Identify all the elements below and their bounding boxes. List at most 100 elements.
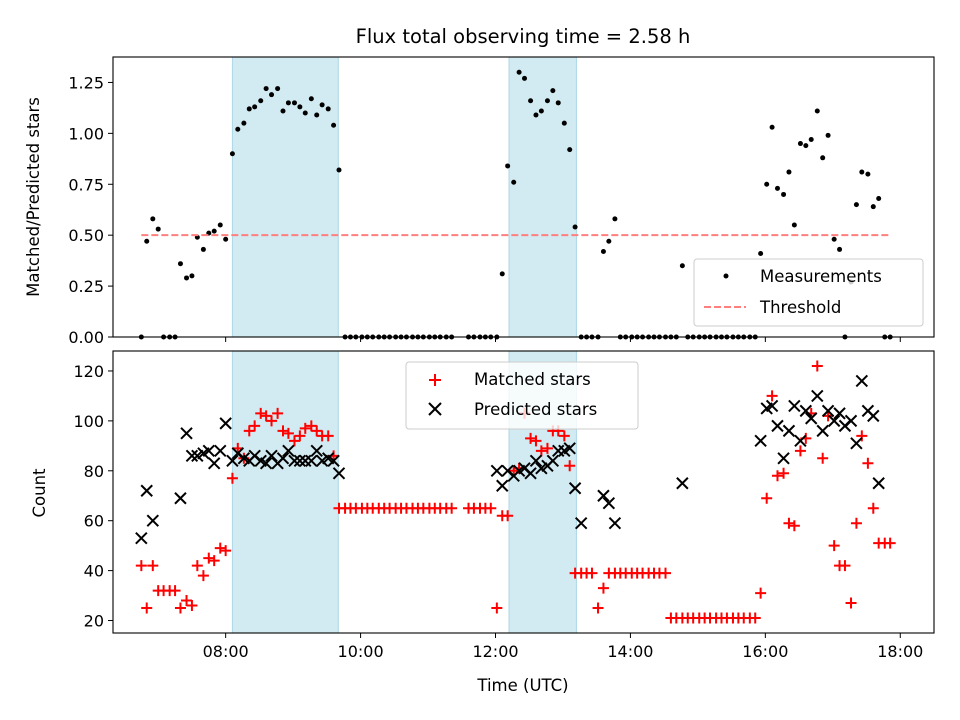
predicted-star-point bbox=[816, 424, 829, 438]
measurement-point bbox=[612, 216, 618, 222]
matched-star-point bbox=[181, 595, 193, 607]
measurement-point bbox=[814, 108, 820, 114]
measurement-point bbox=[297, 104, 303, 110]
bottom-y-tick-label: 100 bbox=[73, 412, 104, 431]
matched-star-point bbox=[788, 520, 800, 532]
predicted-star-point bbox=[293, 454, 307, 468]
legend-threshold-label: Threshold bbox=[759, 298, 841, 317]
matched-star-point bbox=[761, 492, 773, 504]
matched-star-point bbox=[794, 445, 806, 457]
matched-star-point bbox=[828, 540, 840, 552]
measurement-point bbox=[781, 191, 787, 197]
bottom-axes-frame bbox=[112, 350, 935, 634]
measurement-point bbox=[679, 263, 685, 269]
predicted-star-point bbox=[844, 414, 858, 428]
predicted-star-point bbox=[872, 477, 885, 490]
measurement-point bbox=[217, 222, 223, 228]
legend-matched-label: Matched stars bbox=[474, 370, 591, 389]
measurement-point bbox=[150, 216, 156, 222]
matched-star-point bbox=[530, 435, 542, 447]
matched-star-point bbox=[203, 552, 215, 564]
measurement-point bbox=[522, 75, 528, 81]
bottom-y-tick-label: 40 bbox=[84, 562, 104, 581]
matched-star-point bbox=[197, 570, 209, 582]
predicted-star-point bbox=[146, 514, 160, 527]
matched-star-point bbox=[186, 600, 198, 612]
matched-star-point bbox=[592, 602, 604, 614]
measurement-point bbox=[314, 112, 320, 118]
matched-star-point bbox=[856, 430, 868, 442]
matched-star-point bbox=[491, 602, 503, 614]
top-y-tick-label: 1.00 bbox=[68, 124, 104, 143]
measurement-point bbox=[291, 100, 297, 106]
matched-star-point bbox=[208, 555, 220, 567]
predicted-star-point bbox=[821, 404, 835, 418]
measurement-point bbox=[505, 163, 511, 169]
measurement-point bbox=[246, 106, 252, 112]
predicted-star-point bbox=[265, 449, 278, 463]
measurement-point bbox=[144, 238, 150, 244]
predicted-star-point bbox=[765, 399, 779, 413]
measurement-point bbox=[797, 141, 803, 147]
predicted-star-point bbox=[282, 444, 295, 458]
measurement-point bbox=[769, 124, 775, 130]
measurement-point bbox=[200, 246, 206, 252]
predicted-star-point bbox=[676, 477, 689, 490]
top-y-tick-label: 0.00 bbox=[68, 328, 104, 347]
matched-star-point bbox=[839, 560, 851, 572]
matched-star-point bbox=[255, 407, 267, 419]
bottom-y-tick-label: 60 bbox=[84, 512, 104, 531]
predicted-star-point bbox=[174, 492, 187, 505]
measurement-point bbox=[528, 98, 534, 104]
predicted-star-point bbox=[496, 479, 509, 492]
predicted-star-point bbox=[805, 412, 818, 425]
measurement-point bbox=[550, 88, 556, 94]
measurement-point bbox=[870, 204, 876, 210]
measurement-point bbox=[235, 126, 241, 132]
predicted-star-point bbox=[202, 444, 216, 458]
measurement-point bbox=[516, 69, 522, 75]
predicted-star-point bbox=[794, 434, 807, 448]
predicted-star-point bbox=[332, 467, 346, 480]
matched-star-point bbox=[597, 582, 609, 594]
matched-star-point bbox=[299, 422, 311, 434]
predicted-star-point bbox=[207, 457, 221, 470]
measurement-point bbox=[308, 96, 314, 102]
measurement-point bbox=[184, 275, 190, 281]
matched-star-point bbox=[541, 442, 553, 454]
top-panel: 0.00 0.25 0.50 0.75 1.00 1.25 Flux total obse… bbox=[24, 25, 935, 347]
predicted-star-point bbox=[288, 454, 301, 468]
predicted-star-point bbox=[811, 389, 824, 403]
measurement-point bbox=[211, 228, 217, 234]
predicted-star-point bbox=[563, 442, 576, 455]
predicted-star-point bbox=[140, 484, 153, 497]
measurement-point bbox=[275, 86, 281, 92]
matched-star-point bbox=[305, 420, 317, 432]
measurement-point bbox=[229, 151, 235, 157]
matched-star-point bbox=[783, 517, 795, 529]
matched-star-point bbox=[220, 545, 232, 557]
matched-star-point bbox=[485, 502, 497, 514]
predicted-star-point bbox=[327, 454, 340, 468]
predicted-star-point bbox=[276, 452, 290, 465]
measurement-point bbox=[499, 271, 505, 277]
measurement-point bbox=[837, 246, 843, 252]
matched-star-point bbox=[811, 360, 823, 372]
measurement-point bbox=[511, 179, 517, 185]
top-y-tick-label: 0.25 bbox=[68, 277, 104, 296]
top-shaded-region bbox=[231, 56, 339, 338]
measurement-point bbox=[791, 222, 797, 228]
predicted-star-point bbox=[827, 414, 841, 428]
matched-star-point bbox=[322, 430, 334, 442]
measurement-point bbox=[336, 167, 342, 173]
predicted-star-point bbox=[867, 409, 880, 423]
top-shaded-region bbox=[508, 56, 577, 338]
measurement-point bbox=[567, 147, 573, 153]
matched-star-point bbox=[525, 432, 537, 444]
matched-star-point bbox=[174, 602, 186, 614]
legend-matched-marker bbox=[429, 374, 441, 386]
measurement-point bbox=[555, 100, 561, 106]
predicted-star-point bbox=[185, 449, 199, 463]
bottom-panel: 20 40 60 80 100 120 08:00 10:00 12:00 14:00 16:00… bbox=[30, 350, 935, 695]
